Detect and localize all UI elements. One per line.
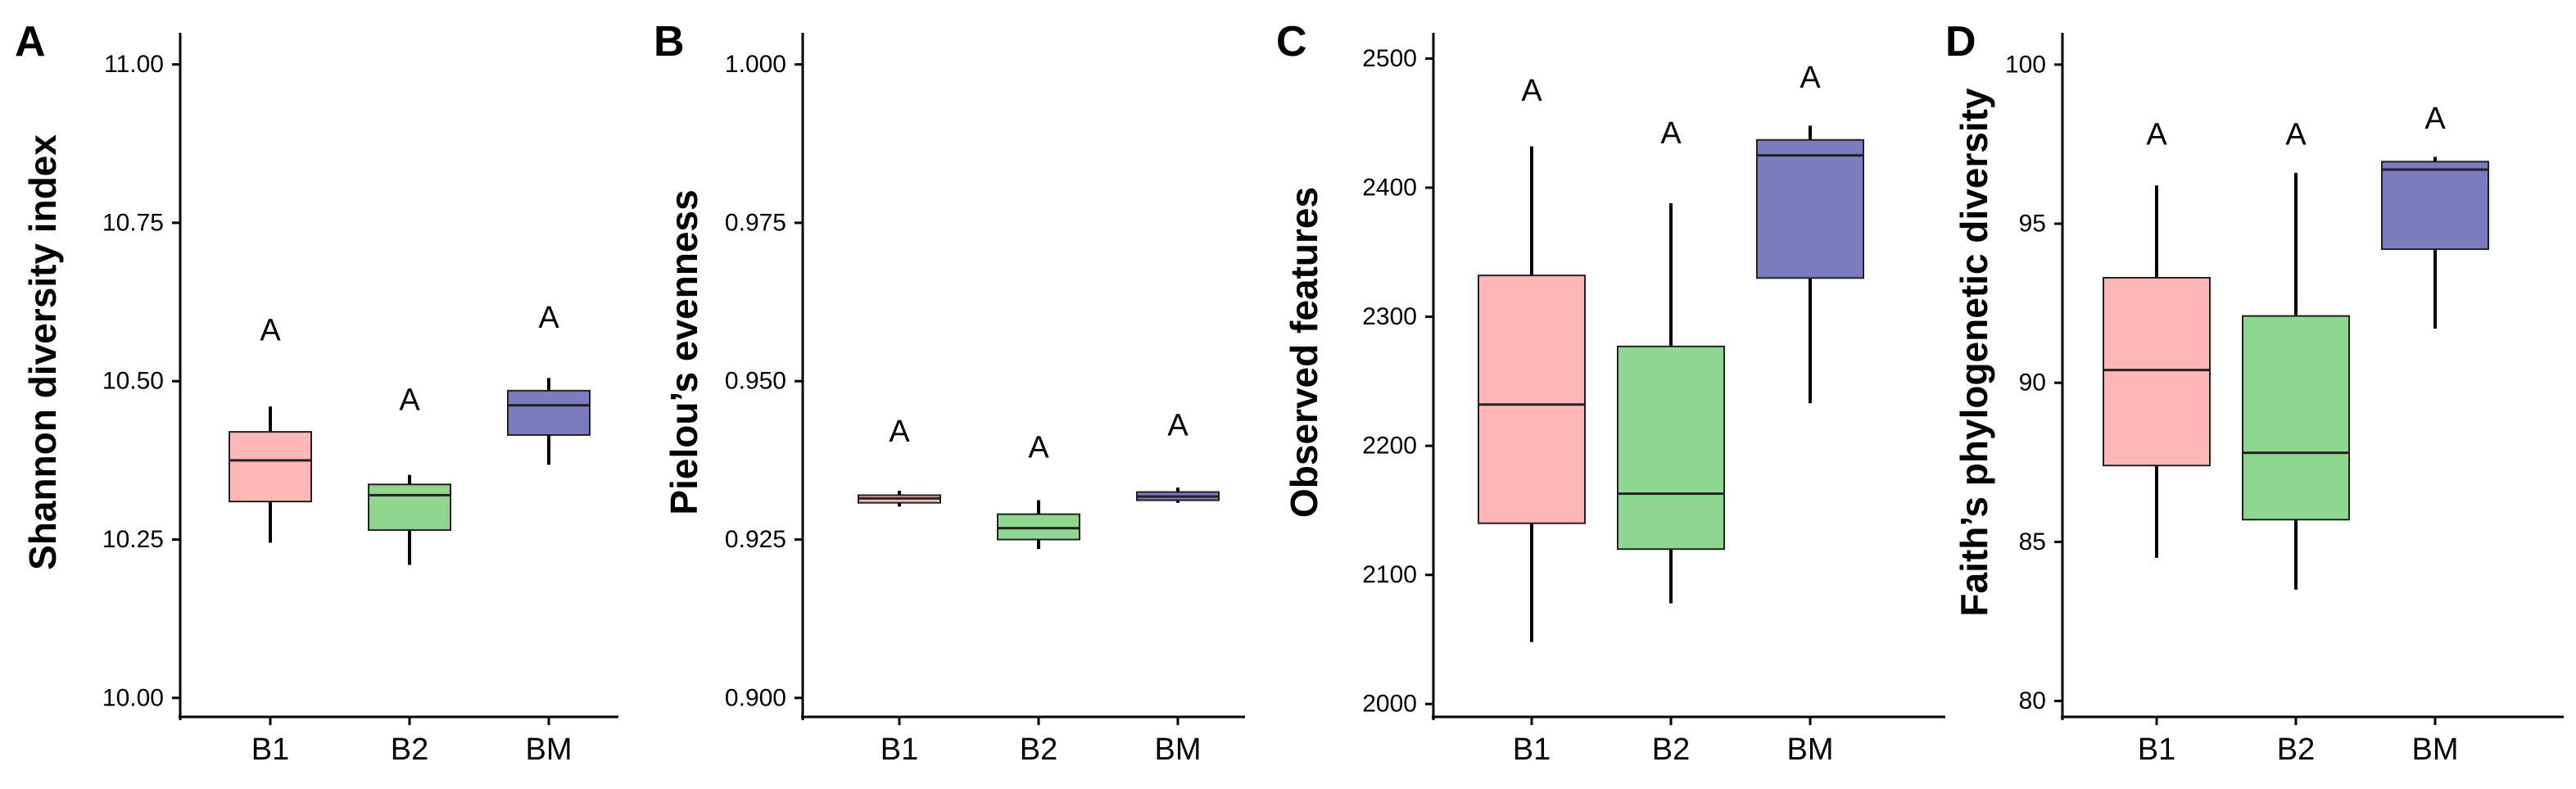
panel-d-ytick-label: 85 [2019, 528, 2046, 555]
panel-a-b1-xtick-label: B1 [251, 732, 289, 767]
panel-b-bm-xtick-label: BM [1155, 732, 1202, 767]
panel-c-b1-box [1478, 274, 1586, 524]
panel-a-letter: A [15, 18, 46, 66]
panel-b-ytick-label: 0.925 [725, 526, 786, 553]
panel-b-b2-sig-letter: A [1028, 430, 1049, 465]
panel-a-ytick-label: 10.25 [102, 526, 164, 553]
panel-d-ytick-label: 95 [2019, 211, 2046, 238]
panel-a-bm-xtick-label: BM [526, 732, 573, 767]
panel-c-bm-sig-letter: A [1800, 61, 1821, 95]
panel-b-b2-box [997, 513, 1080, 541]
panel-a-bm-box [507, 389, 591, 436]
panel-b-bm-sig-letter: A [1167, 408, 1188, 442]
panel-a-ytick-label: 10.75 [102, 209, 164, 236]
panel-b-ytick-label: 0.900 [725, 684, 786, 711]
panel-c-b2-xtick-label: B2 [1652, 732, 1690, 767]
panel-c-b2-sig-letter: A [1660, 116, 1682, 151]
panel-c-ytick-label: 2100 [1362, 561, 1417, 588]
panel-a-b2-xtick-label: B2 [391, 732, 428, 767]
panel-c-bm-box [1756, 138, 1864, 279]
panel-d-bm-xtick-label: BM [2412, 732, 2459, 767]
panel-b-ytick-label: 0.975 [725, 209, 786, 236]
panel-c-ytick-label: 2300 [1362, 303, 1417, 330]
panel-c-bm-xtick-label: BM [1787, 732, 1834, 767]
panel-d: D Faith’s phylogenetic diversity 80 85 90 95 1… [1945, 18, 2564, 767]
panel-d-bm-box [2381, 161, 2489, 251]
panel-c-letter: C [1276, 18, 1307, 66]
panel-b-b1-sig-letter: A [889, 415, 910, 449]
panel-b-ytick-label: 0.950 [725, 368, 786, 395]
panel-a-b2-sig-letter: A [399, 383, 420, 417]
panel-d-b2-box [2242, 315, 2350, 521]
panel-b-ylabel: Pielou’s evenness [663, 189, 705, 515]
panel-d-b2-sig-letter: A [2285, 117, 2307, 152]
panel-b: B Pielou’s evenness 0.900 0.925 0.950 0.975 1.… [654, 18, 1245, 767]
panel-c-ytick-label: 2400 [1362, 175, 1417, 202]
panel-d-bm-sig-letter: A [2424, 102, 2446, 136]
panel-a-bm-sig-letter: A [538, 301, 559, 335]
panel-a-b1-sig-letter: A [260, 313, 281, 347]
panel-c: C Observed features 2000 2100 2200 2300 2400 25… [1276, 18, 1945, 767]
panel-b-ytick-label: 1.000 [725, 51, 786, 78]
panel-c-ylabel: Observed features [1283, 187, 1325, 518]
panel-c-b1-sig-letter: A [1521, 74, 1542, 108]
panel-d-letter: D [1945, 18, 1976, 66]
panel-a-ylabel: Shannon diversity index [21, 134, 64, 570]
panel-a-b1-box [229, 431, 312, 503]
panel-d-ytick-label: 90 [2019, 370, 2046, 397]
panel-a-ytick-label: 10.50 [102, 368, 164, 395]
panel-c-ytick-label: 2000 [1362, 691, 1417, 718]
panel-c-b1-xtick-label: B1 [1513, 732, 1551, 767]
panel-a-ytick-label: 10.00 [102, 684, 164, 711]
panel-a-b2-box [368, 483, 451, 531]
panel-d-ylabel: Faith’s phylogenetic diversity [1953, 88, 1995, 616]
panel-d-b1-box [2103, 277, 2211, 467]
panel-c-ytick-label: 2200 [1362, 433, 1417, 460]
panel-a: A Shannon diversity index 10.00 10.25 10.50 1… [15, 18, 618, 767]
panel-c-b2-box [1617, 345, 1725, 551]
panel-d-ytick-label: 100 [2005, 51, 2046, 78]
panel-d-b1-sig-letter: A [2146, 117, 2167, 152]
panel-b-b2-xtick-label: B2 [1020, 732, 1057, 767]
panel-b-letter: B [654, 18, 685, 66]
panel-d-b1-xtick-label: B1 [2138, 732, 2175, 767]
panel-d-ytick-label: 80 [2019, 687, 2046, 714]
panel-c-ytick-label: 2500 [1362, 45, 1417, 72]
panel-a-ytick-label: 11.00 [104, 51, 164, 78]
panel-d-b2-xtick-label: B2 [2277, 732, 2315, 767]
panel-b-b1-xtick-label: B1 [881, 732, 918, 767]
